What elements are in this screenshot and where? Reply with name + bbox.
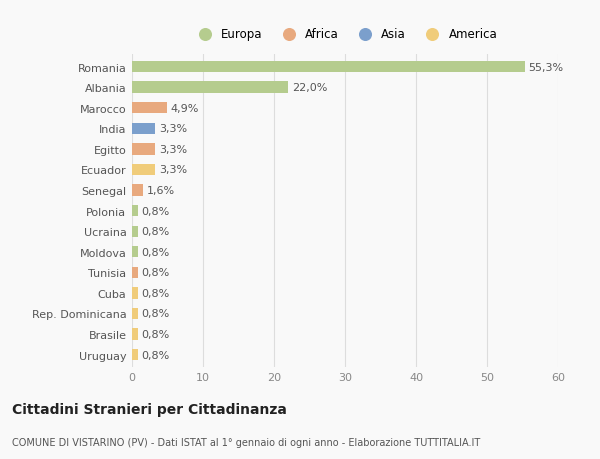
Text: 3,3%: 3,3% [159, 145, 187, 155]
Bar [132, 226, 137, 237]
Bar [132, 288, 137, 299]
Bar [132, 123, 155, 134]
Text: 0,8%: 0,8% [141, 330, 169, 339]
Text: 4,9%: 4,9% [170, 103, 199, 113]
Text: 3,3%: 3,3% [159, 124, 187, 134]
Text: 55,3%: 55,3% [528, 62, 563, 73]
Legend: Europa, Africa, Asia, America: Europa, Africa, Asia, America [188, 23, 502, 46]
Text: 1,6%: 1,6% [147, 185, 175, 196]
Text: 0,8%: 0,8% [141, 227, 169, 237]
Bar [132, 308, 137, 319]
Bar [132, 62, 524, 73]
Bar [132, 82, 288, 94]
Text: 0,8%: 0,8% [141, 206, 169, 216]
Text: 0,8%: 0,8% [141, 288, 169, 298]
Bar [132, 206, 137, 217]
Text: COMUNE DI VISTARINO (PV) - Dati ISTAT al 1° gennaio di ogni anno - Elaborazione : COMUNE DI VISTARINO (PV) - Dati ISTAT al… [12, 437, 480, 447]
Bar [132, 144, 155, 155]
Bar [132, 267, 137, 279]
Text: 0,8%: 0,8% [141, 309, 169, 319]
Text: 0,8%: 0,8% [141, 268, 169, 278]
Text: 0,8%: 0,8% [141, 350, 169, 360]
Text: 3,3%: 3,3% [159, 165, 187, 175]
Bar [132, 164, 155, 176]
Text: 22,0%: 22,0% [292, 83, 327, 93]
Text: Cittadini Stranieri per Cittadinanza: Cittadini Stranieri per Cittadinanza [12, 402, 287, 416]
Text: 0,8%: 0,8% [141, 247, 169, 257]
Bar [132, 103, 167, 114]
Bar [132, 349, 137, 360]
Bar [132, 185, 143, 196]
Bar [132, 329, 137, 340]
Bar [132, 246, 137, 258]
